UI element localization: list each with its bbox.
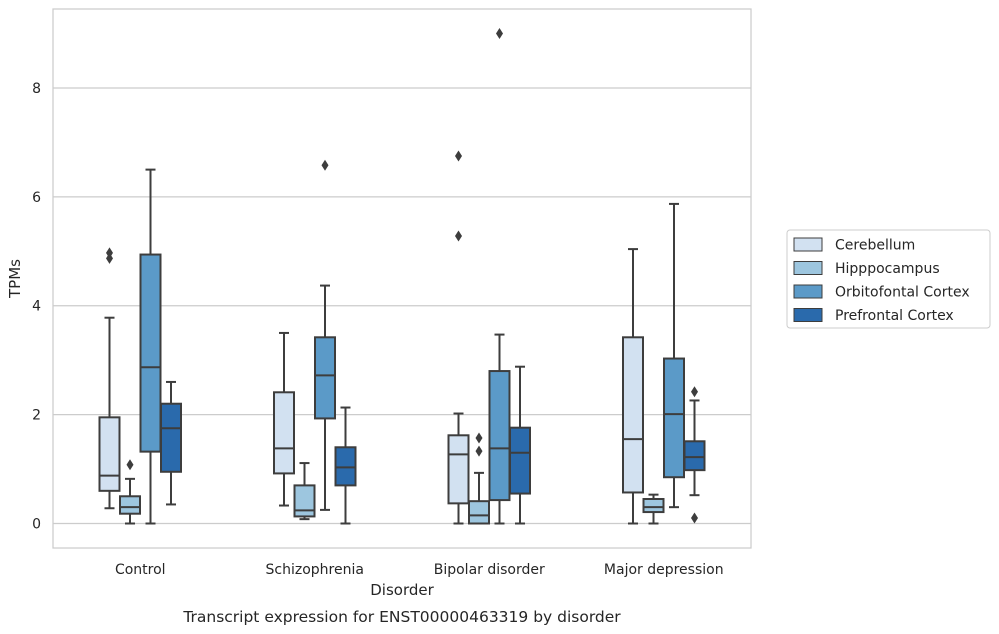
x-tick-labels: Control Schizophrenia Bipolar disorder Majo… — [115, 562, 724, 578]
plot-data — [98, 28, 706, 525]
box-group — [468, 432, 490, 525]
outlier-point — [691, 512, 698, 524]
y-tick-label: 8 — [32, 81, 41, 97]
box-group — [622, 248, 644, 525]
legend-swatch — [793, 237, 823, 252]
box — [98, 416, 121, 492]
box — [273, 391, 295, 475]
outlier-point — [106, 247, 113, 259]
box-group — [98, 247, 121, 510]
box — [488, 370, 511, 502]
legend: Cerebellum Hipppocampus Orbitofontal Corte… — [786, 229, 991, 329]
legend-label: Orbitofontal Cortex — [835, 285, 970, 301]
outlier-point — [496, 28, 503, 39]
box-group — [273, 331, 295, 507]
box — [683, 440, 706, 472]
x-tick-label: Major depression — [604, 562, 724, 578]
box-group — [139, 168, 162, 525]
outlier-point — [455, 230, 462, 242]
box-group — [119, 459, 141, 525]
outlier-point — [126, 459, 134, 471]
box-group — [314, 159, 336, 511]
plot-frame — [52, 8, 752, 549]
box-group — [160, 380, 182, 506]
x-tick-label: Control — [115, 562, 166, 578]
box-group — [293, 462, 316, 521]
box — [447, 434, 470, 505]
outlier-point — [321, 159, 329, 171]
box-group — [663, 202, 685, 509]
chart-caption: Transcript expression for ENST0000046331… — [182, 608, 621, 626]
outlier-point — [455, 150, 462, 162]
legend-swatch — [793, 284, 823, 299]
x-axis-label: Disorder — [370, 581, 434, 599]
box — [468, 500, 490, 525]
box — [642, 498, 665, 514]
y-tick-labels: 0 2 4 6 8 — [32, 81, 41, 533]
box — [622, 336, 644, 494]
box — [334, 446, 357, 487]
legend-label: Prefrontal Cortex — [835, 308, 954, 324]
box-group — [509, 365, 531, 525]
outlier-point — [475, 445, 483, 457]
outlier-point — [691, 386, 698, 398]
y-tick-label: 4 — [32, 299, 41, 315]
box — [663, 357, 685, 479]
x-tick-label: Schizophrenia — [266, 562, 364, 578]
box-group — [683, 386, 706, 524]
y-tick-label: 6 — [32, 190, 41, 206]
box — [160, 402, 182, 473]
box — [509, 426, 531, 495]
box — [314, 336, 336, 420]
legend-label: Cerebellum — [835, 238, 915, 254]
box-group — [447, 150, 470, 525]
legend-swatch — [793, 261, 823, 275]
box-group — [488, 28, 511, 525]
box-group — [642, 493, 665, 525]
x-tick-label: Bipolar disorder — [434, 562, 545, 578]
legend-frame — [786, 229, 991, 329]
legend-label: Hipppocampus — [835, 261, 940, 277]
outlier-point — [475, 432, 483, 444]
y-axis-label: TPMs — [6, 259, 24, 299]
legend-swatch — [793, 308, 823, 322]
y-tick-label: 0 — [32, 517, 41, 533]
box — [119, 495, 141, 515]
y-tick-label: 2 — [32, 408, 41, 424]
box — [139, 253, 162, 453]
box-group — [334, 406, 357, 525]
box — [293, 484, 316, 518]
